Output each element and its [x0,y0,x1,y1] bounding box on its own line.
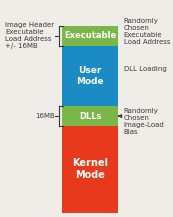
Bar [62,46,118,106]
Text: Image Header
Executable
Load Address
+/- 16MB: Image Header Executable Load Address +/-… [5,22,54,49]
Text: Randomly
Chosen
Executable
Load Address: Randomly Chosen Executable Load Address [124,18,170,45]
Text: DLL Loading: DLL Loading [124,66,166,72]
Bar [62,106,118,126]
Bar [62,126,118,213]
Text: DLLs: DLLs [79,112,101,121]
Text: 16MB: 16MB [35,113,54,119]
Text: Executable: Executable [64,31,116,40]
Bar [62,26,118,46]
Text: User
Mode: User Mode [76,66,104,86]
Text: Kernel
Mode: Kernel Mode [72,158,108,180]
Text: Randomly
Chosen
Image-Load
Bias: Randomly Chosen Image-Load Bias [124,108,165,135]
